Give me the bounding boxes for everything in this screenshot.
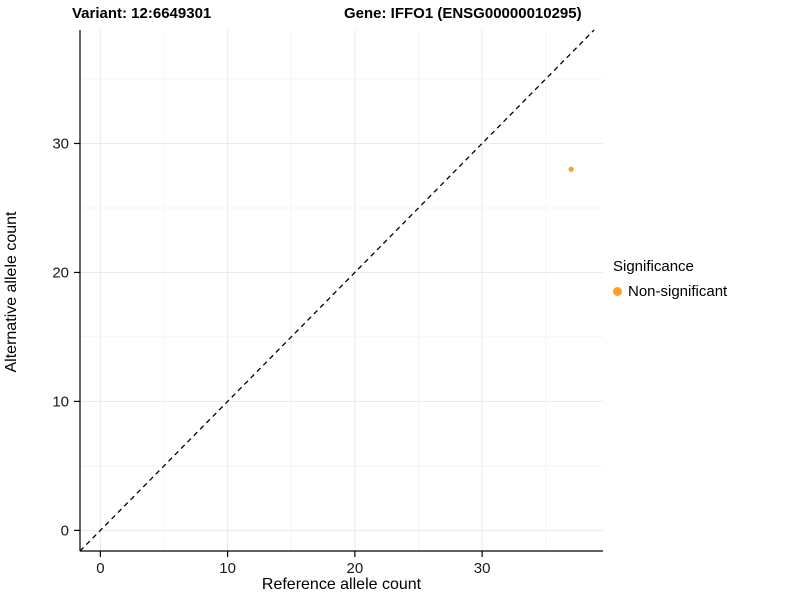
legend-entry-label: Non-significant (628, 283, 728, 300)
plot-title-variant: Variant: 12:6649301 (72, 5, 212, 22)
x-tick-label: 10 (219, 560, 236, 577)
legend: Significance Non-significant (613, 258, 727, 300)
y-tick-label: 0 (61, 522, 69, 539)
x-tick-label: 20 (347, 560, 364, 577)
x-axis-label: Reference allele count (261, 576, 422, 593)
y-tick-label: 30 (52, 135, 69, 152)
legend-entry-non-significant: Non-significant (613, 283, 727, 300)
plot-panel (80, 30, 603, 551)
y-tick-label: 10 (52, 393, 69, 410)
legend-swatch-dot-icon (613, 287, 622, 296)
data-point (568, 166, 574, 172)
plot-title-gene: Gene: IFFO1 (ENSG00000010295) (344, 5, 582, 22)
y-tick-label: 20 (52, 264, 69, 281)
x-tick-label: 30 (474, 560, 491, 577)
legend-title: Significance (613, 258, 694, 275)
identity-line (79, 29, 595, 552)
x-tick-label: 0 (96, 560, 104, 577)
y-axis-label: Alternative allele count (3, 211, 20, 373)
